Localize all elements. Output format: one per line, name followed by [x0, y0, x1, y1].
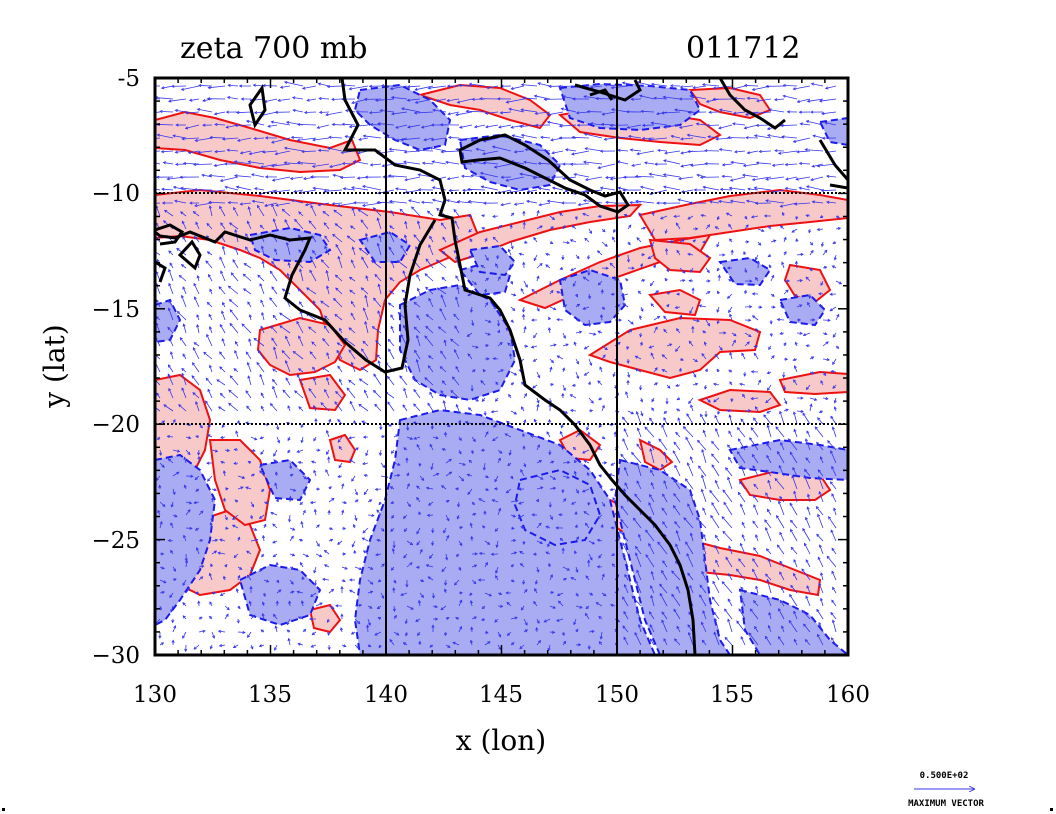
y-tick-label: −10: [91, 181, 140, 207]
x-tick-label: 135: [248, 682, 292, 708]
coastline: [155, 78, 848, 655]
x-axis-label: x (lon): [456, 724, 546, 757]
legend-vector-value: 0.500E+02: [920, 771, 969, 781]
x-tick-label: 145: [479, 682, 523, 708]
x-tick-label: 140: [364, 682, 408, 708]
y-tick-label: −15: [91, 297, 140, 323]
corner-mark: [1050, 808, 1053, 811]
x-tick-label: 155: [710, 682, 754, 708]
wind-vectors: [155, 80, 843, 653]
max-vector-legend: 0.500E+02 MAXIMUM VECTOR: [908, 771, 984, 809]
x-tick-label: 160: [826, 682, 870, 708]
x-tick-label: 150: [595, 682, 639, 708]
gridlines: [155, 78, 848, 655]
y-tick-labels: -5 −10 −15 −20 −25 −30: [91, 66, 140, 669]
corner-mark: [2, 808, 5, 811]
x-tick-labels: 130 135 140 145 150 155 160: [133, 682, 870, 708]
y-tick-label: -5: [118, 66, 140, 92]
plot-area: [155, 78, 848, 655]
y-tick-label: −30: [91, 643, 140, 669]
axis-ticks: [154, 77, 849, 656]
legend-vector-label: MAXIMUM VECTOR: [908, 799, 984, 809]
y-tick-label: −25: [91, 528, 140, 554]
map-title: zeta 700 mb: [180, 31, 368, 66]
y-tick-label: −20: [91, 412, 140, 438]
y-axis-label: y (lat): [38, 324, 71, 408]
map-date-label: 011712: [686, 31, 801, 66]
x-tick-label: 130: [133, 682, 177, 708]
